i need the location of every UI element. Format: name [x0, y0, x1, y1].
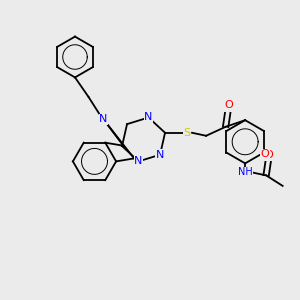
Text: NH: NH: [238, 167, 253, 177]
Text: N: N: [134, 156, 143, 167]
Text: O: O: [260, 149, 269, 159]
Text: N: N: [99, 114, 108, 124]
Text: O: O: [265, 150, 274, 160]
Text: N: N: [144, 112, 153, 122]
Text: O: O: [224, 100, 233, 110]
Text: N: N: [156, 150, 164, 160]
Text: O: O: [224, 101, 233, 111]
Text: S: S: [183, 128, 190, 138]
